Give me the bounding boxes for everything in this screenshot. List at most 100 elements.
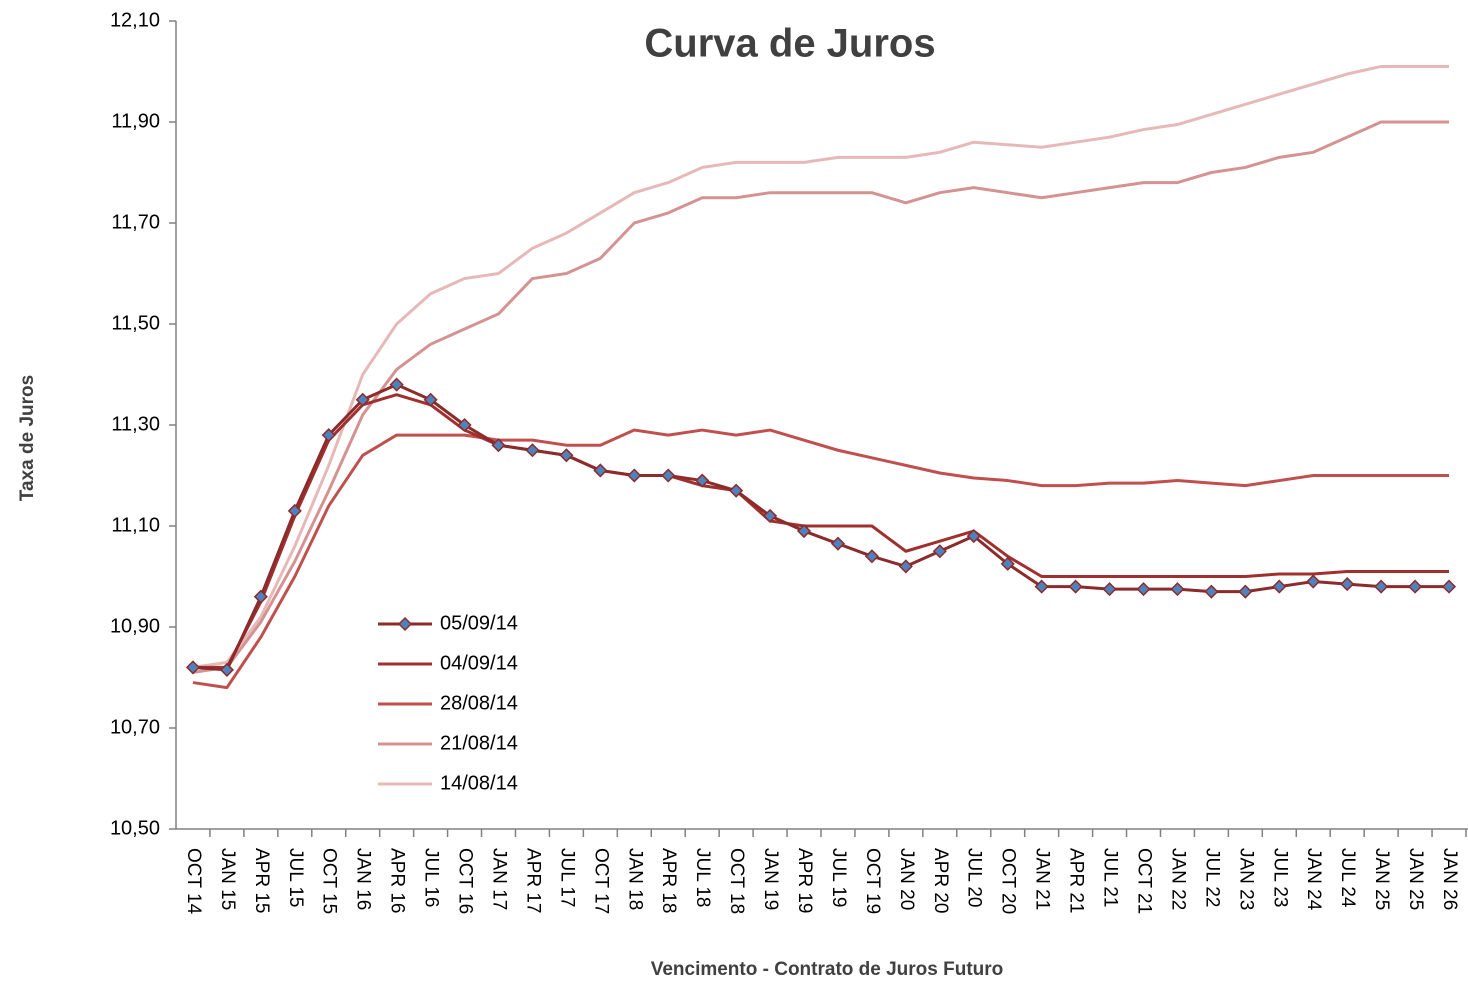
x-tick-label: JAN 20 <box>896 848 917 910</box>
data-point <box>1102 582 1117 597</box>
x-tick-label: JAN 22 <box>1167 848 1188 910</box>
y-axis-label: Taxa de Juros <box>17 375 38 501</box>
x-tick-label: JAN 17 <box>488 848 509 910</box>
data-point <box>219 662 234 677</box>
x-tick-label: OCT 18 <box>726 848 747 914</box>
data-point <box>1034 579 1049 594</box>
data-point <box>830 536 846 551</box>
data-point <box>1204 584 1219 599</box>
data-point <box>1238 584 1253 599</box>
data-point <box>695 473 710 488</box>
data-point <box>355 392 370 407</box>
x-tick-label: APR 20 <box>930 848 951 913</box>
x-tick-label: OCT 16 <box>455 848 476 914</box>
data-point <box>1170 582 1185 597</box>
x-tick-label: APR 17 <box>522 848 543 913</box>
x-tick-label: JAN 24 <box>1303 848 1324 911</box>
data-point <box>253 589 268 604</box>
data-point <box>1306 574 1321 589</box>
x-tick-label: JAN 15 <box>217 848 238 910</box>
data-point <box>1136 582 1151 597</box>
x-tick-label: JUL 24 <box>1337 848 1358 908</box>
x-axis-label: Vencimento - Contrato de Juros Futuro <box>651 959 1004 980</box>
data-point <box>491 438 506 453</box>
data-point <box>559 448 574 463</box>
series-line <box>192 393 1450 669</box>
data-point <box>627 468 642 483</box>
data-point <box>661 468 676 483</box>
data-point <box>1000 556 1015 571</box>
x-tick-label: OCT 19 <box>862 848 883 914</box>
x-tick-label: JUL 21 <box>1100 848 1121 908</box>
x-tick-label: JAN 18 <box>624 848 645 910</box>
data-point <box>1340 577 1355 592</box>
y-tick-label: 11,10 <box>111 514 160 536</box>
x-tick-label: JAN 26 <box>1439 848 1460 910</box>
x-tick-label: OCT 15 <box>319 848 340 914</box>
y-tick-label: 10,90 <box>110 615 160 637</box>
y-tick-label: 10,70 <box>110 716 160 738</box>
x-tick-label: JUL 18 <box>692 848 713 908</box>
y-tick-label: 11,50 <box>111 312 160 334</box>
series-line <box>192 428 1450 690</box>
x-tick-label: JUL 20 <box>964 848 985 908</box>
data-point <box>457 417 472 433</box>
chart-title: Curva de Juros <box>644 22 935 66</box>
data-point <box>796 523 812 539</box>
x-tick-label: JAN 16 <box>353 848 374 910</box>
data-point <box>966 529 981 544</box>
x-tick-label: OCT 21 <box>1133 848 1154 914</box>
data-point <box>1374 579 1389 594</box>
data-point <box>423 392 438 407</box>
legend-label: 14/08/14 <box>440 772 518 794</box>
legend-label: 04/09/14 <box>440 652 518 674</box>
data-point <box>1272 579 1287 594</box>
x-tick-label: JUL 19 <box>828 848 849 908</box>
x-tick-label: JUL 16 <box>421 848 442 908</box>
x-tick-label: JAN 25 <box>1371 848 1392 910</box>
data-point <box>321 428 336 443</box>
data-point <box>763 508 778 523</box>
x-tick-label: JUL 22 <box>1201 848 1222 908</box>
legend-label: 05/09/14 <box>440 612 518 634</box>
data-point <box>1068 579 1083 594</box>
x-tick-label: APR 16 <box>387 848 408 913</box>
data-point <box>898 559 913 574</box>
data-point <box>1408 579 1423 594</box>
x-tick-label: JAN 19 <box>760 848 781 910</box>
y-tick-label: 11,90 <box>111 110 160 132</box>
legend-label: 21/08/14 <box>440 732 518 754</box>
data-point <box>287 503 302 518</box>
data-point <box>185 660 201 675</box>
series-line <box>192 64 1450 669</box>
legend-label: 28/08/14 <box>440 692 518 714</box>
x-tick-label: JAN 25 <box>1405 848 1426 910</box>
x-tick-label: APR 15 <box>251 848 272 913</box>
legend-marker <box>397 616 413 632</box>
x-tick-label: APR 19 <box>794 848 815 913</box>
data-point <box>525 443 540 458</box>
x-tick-label: JAN 21 <box>1032 848 1053 910</box>
y-tick-label: 12,10 <box>110 9 160 31</box>
x-tick-label: APR 21 <box>1066 848 1087 913</box>
x-tick-label: JUL 17 <box>556 848 577 908</box>
y-tick-label: 11,70 <box>111 211 160 233</box>
x-tick-label: JUL 15 <box>285 848 306 908</box>
y-tick-label: 10,50 <box>110 817 160 839</box>
data-point <box>1441 579 1457 594</box>
y-tick-label: 11,30 <box>111 413 160 435</box>
x-tick-label: JUL 23 <box>1269 848 1290 908</box>
series-line <box>192 120 1450 674</box>
x-tick-label: OCT 20 <box>998 848 1019 914</box>
x-tick-label: OCT 17 <box>590 848 611 914</box>
x-tick-label: OCT 14 <box>183 848 204 915</box>
data-point <box>864 549 879 564</box>
x-tick-label: JAN 23 <box>1235 848 1256 910</box>
data-point <box>593 463 608 478</box>
data-point <box>389 377 404 392</box>
data-point <box>729 483 744 498</box>
data-point <box>932 544 947 559</box>
x-tick-label: APR 18 <box>658 848 679 913</box>
